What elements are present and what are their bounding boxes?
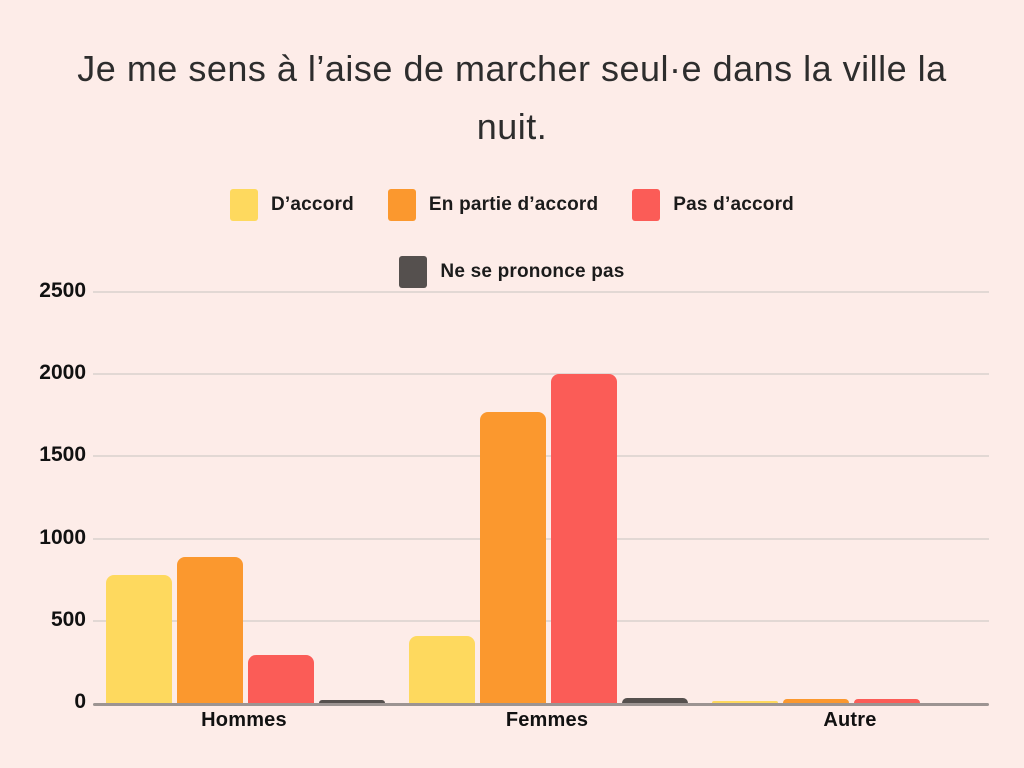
legend-label-daccord: D’accord (271, 194, 354, 215)
x-axis-line (93, 703, 989, 706)
y-tick-label-2500: 2500 (39, 279, 86, 302)
y-tick-label-1000: 1000 (39, 526, 86, 549)
bar-femmes-pas-daccord (551, 374, 617, 703)
y-tick-label-1500: 1500 (39, 443, 86, 466)
bar-hommes-daccord (106, 575, 172, 703)
bar-femmes-daccord (409, 636, 475, 703)
legend-item-daccord: D’accord (230, 189, 354, 221)
gridline-2000 (93, 373, 989, 375)
x-category-label-autre: Autre (823, 709, 877, 731)
legend-swatch-pas-daccord (632, 189, 661, 221)
x-category-label-femmes: Femmes (505, 709, 589, 731)
gridline-2500 (93, 291, 989, 293)
x-category-label-hommes: Hommes (201, 709, 287, 731)
legend-item-en-partie-daccord: En partie d’accord (387, 189, 599, 221)
legend-item-ne-se-prononce-pas: Ne se prononce pas (399, 256, 624, 288)
legend-item-pas-daccord: Pas d’accord (632, 189, 794, 221)
chart-title: Je me sens à l’aise de marcher seul·e da… (77, 48, 947, 147)
bar-autre-en-partie-daccord (783, 699, 849, 703)
bar-autre-pas-daccord (854, 699, 920, 703)
legend-swatch-ne-se-prononce-pas (399, 256, 428, 288)
bar-hommes-pas-daccord (248, 655, 314, 703)
legend-label-pas-daccord: Pas d’accord (673, 194, 794, 215)
bar-femmes-en-partie-daccord (480, 412, 546, 703)
legend-label-ne-se-prononce-pas: Ne se prononce pas (440, 261, 625, 282)
bar-femmes-ne-se-prononce-pas (622, 698, 688, 703)
legend-row-1: D’accord En partie d’accord Pas d’accord (0, 189, 1024, 221)
y-tick-label-0: 0 (74, 690, 86, 713)
legend-label-en-partie-daccord: En partie d’accord (428, 194, 599, 215)
y-tick-label-500: 500 (50, 608, 86, 631)
legend-row-2: Ne se prononce pas (0, 256, 1024, 288)
bar-hommes-ne-se-prononce-pas (319, 700, 385, 703)
y-tick-label-2000: 2000 (39, 361, 86, 384)
legend-swatch-en-partie-daccord (387, 189, 416, 221)
bar-autre-daccord (712, 701, 778, 703)
bar-hommes-en-partie-daccord (177, 557, 243, 703)
legend-swatch-daccord (230, 189, 258, 221)
